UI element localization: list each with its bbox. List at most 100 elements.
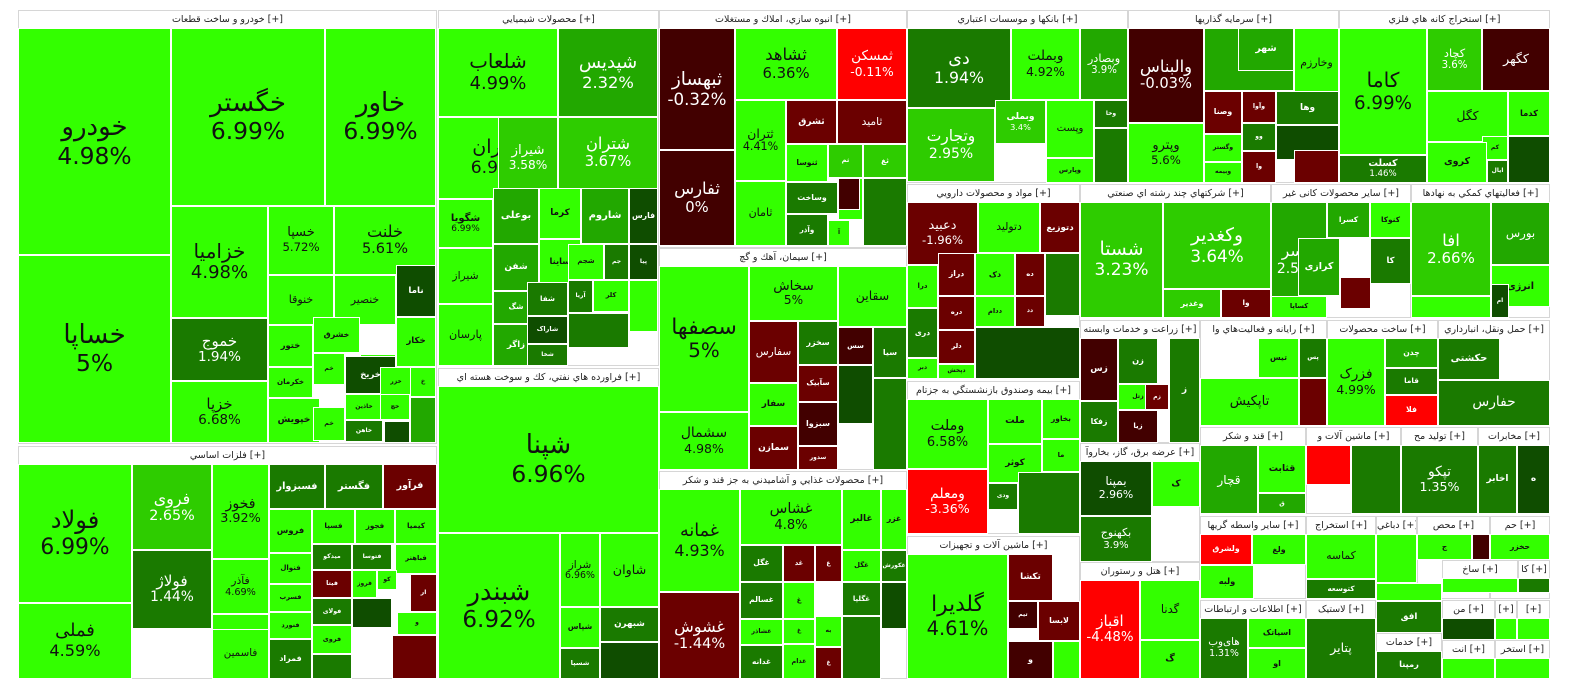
stock-tile[interactable]: خودرو 4.98% bbox=[18, 28, 171, 255]
stock-tile[interactable]: ولبه bbox=[1200, 565, 1254, 599]
stock-tile[interactable]: شبندر 6.92% bbox=[438, 533, 560, 679]
stock-tile[interactable]: والبناس -0.03% bbox=[1128, 28, 1204, 123]
stock-tile[interactable]: خزامیا 4.98% bbox=[171, 206, 268, 318]
stock-tile[interactable]: کتوسعه bbox=[1306, 579, 1376, 599]
stock-tile[interactable]: غمانه 4.93% bbox=[659, 489, 740, 592]
sector-title[interactable]: فلزات اساسي [+] bbox=[19, 447, 436, 464]
stock-tile[interactable] bbox=[1442, 618, 1495, 640]
stock-tile[interactable]: خزر bbox=[380, 367, 412, 397]
stock-tile[interactable]: غشاس 4.8% bbox=[740, 489, 842, 545]
stock-tile[interactable]: غسالم bbox=[740, 582, 783, 619]
stock-tile[interactable]: اقباز -4.48% bbox=[1080, 580, 1140, 679]
stock-tile[interactable]: ثنوسا bbox=[786, 144, 828, 182]
stock-tile[interactable]: فجوز bbox=[355, 509, 395, 544]
sector-title[interactable]: [+] bbox=[1496, 601, 1516, 618]
stock-tile[interactable]: دراز bbox=[938, 253, 975, 296]
stock-tile[interactable]: شلعاب 4.99% bbox=[438, 28, 558, 117]
sector-title[interactable]: فعاليتهاي كمكي به نهادها [+] bbox=[1412, 185, 1549, 202]
stock-tile[interactable]: ثم bbox=[828, 144, 863, 178]
stock-tile[interactable] bbox=[312, 654, 352, 679]
stock-tile[interactable]: ختور bbox=[268, 325, 313, 367]
stock-tile[interactable]: شیراز 3.58% bbox=[498, 117, 558, 199]
stock-tile[interactable]: کلر bbox=[593, 280, 629, 312]
stock-tile[interactable]: شپاس bbox=[560, 607, 600, 648]
stock-tile[interactable]: میدکو bbox=[312, 544, 352, 570]
stock-tile[interactable]: ک bbox=[1152, 461, 1200, 507]
stock-tile[interactable]: خموج 1.94% bbox=[171, 318, 268, 381]
stock-tile[interactable] bbox=[410, 397, 436, 443]
stock-tile[interactable]: ق bbox=[1258, 493, 1306, 514]
stock-tile[interactable]: وبیمه bbox=[1204, 162, 1242, 183]
stock-tile[interactable]: غ bbox=[815, 647, 842, 679]
stock-tile[interactable]: غگل bbox=[842, 550, 881, 582]
stock-tile[interactable]: کساپا bbox=[1271, 296, 1327, 318]
stock-tile[interactable]: خساپا 5% bbox=[18, 255, 171, 443]
stock-tile[interactable]: ج bbox=[1417, 534, 1472, 560]
stock-tile[interactable]: وها bbox=[1276, 91, 1339, 125]
sector-title[interactable]: محصولات غذايي و آشاميدني به جز قند و شكر… bbox=[660, 472, 906, 489]
stock-tile[interactable]: تیم bbox=[1008, 601, 1038, 629]
stock-tile[interactable]: غ bbox=[783, 619, 815, 644]
sector-title[interactable]: من [+] bbox=[1443, 601, 1494, 618]
stock-tile[interactable]: غشاذر bbox=[740, 619, 783, 645]
stock-tile[interactable] bbox=[863, 178, 907, 246]
sector-title[interactable]: عرضه برق، گاز، بخاروآ [+] bbox=[1081, 444, 1199, 461]
stock-tile[interactable] bbox=[1294, 150, 1339, 183]
stock-tile[interactable]: سخزر bbox=[798, 321, 838, 365]
stock-tile[interactable]: بوعلی bbox=[493, 188, 539, 244]
stock-tile[interactable]: زس bbox=[1080, 338, 1118, 401]
sector-title[interactable]: محصولات شيميايي [+] bbox=[439, 11, 658, 28]
stock-tile[interactable]: شخا bbox=[527, 344, 568, 366]
stock-tile[interactable]: غدام bbox=[783, 644, 815, 679]
sector-title[interactable]: انبوه سازي، املاك و مستغلات [+] bbox=[660, 11, 906, 28]
stock-tile[interactable]: خاذین bbox=[345, 394, 383, 420]
stock-tile[interactable]: فولاد 6.99% bbox=[18, 464, 132, 603]
stock-tile[interactable]: سمازن bbox=[749, 426, 798, 470]
stock-tile[interactable]: ثامان bbox=[735, 181, 786, 246]
sector-title[interactable]: مخابرات [+] bbox=[1479, 428, 1549, 445]
stock-tile[interactable]: فروس bbox=[269, 509, 312, 553]
stock-tile[interactable] bbox=[1299, 378, 1327, 426]
stock-tile[interactable]: سشمال 4.98% bbox=[659, 412, 749, 470]
stock-tile[interactable]: و bbox=[397, 612, 437, 635]
stock-tile[interactable] bbox=[352, 598, 392, 628]
stock-tile[interactable]: افق bbox=[1376, 601, 1442, 633]
stock-tile[interactable] bbox=[1053, 641, 1080, 679]
stock-tile[interactable]: ام bbox=[1491, 284, 1509, 318]
stock-tile[interactable]: وپست bbox=[1046, 100, 1094, 158]
stock-tile[interactable]: خنوقا bbox=[268, 275, 334, 325]
stock-tile[interactable]: ثبهساز -0.32% bbox=[659, 28, 735, 150]
stock-tile[interactable]: ما bbox=[1042, 439, 1080, 472]
stock-tile[interactable] bbox=[873, 378, 907, 470]
stock-tile[interactable] bbox=[600, 642, 659, 679]
stock-tile[interactable] bbox=[1045, 253, 1080, 316]
stock-tile[interactable]: شبهرن bbox=[600, 607, 659, 642]
stock-tile[interactable]: تیس bbox=[1258, 338, 1299, 378]
stock-tile[interactable]: وصنا bbox=[1204, 91, 1242, 134]
stock-tile[interactable]: سقاین bbox=[838, 266, 907, 327]
stock-tile[interactable]: قچار bbox=[1200, 445, 1258, 514]
stock-tile[interactable] bbox=[1376, 534, 1417, 583]
sector-title[interactable]: حمل ونقل، انبارداري [+] bbox=[1439, 321, 1549, 338]
stock-tile[interactable]: ده bbox=[1015, 253, 1045, 296]
stock-tile[interactable]: فزرک 4.99% bbox=[1327, 338, 1385, 426]
stock-tile[interactable]: ددام bbox=[975, 296, 1015, 327]
stock-tile[interactable]: وپارس bbox=[1046, 158, 1094, 183]
stock-tile[interactable]: پتایر bbox=[1306, 618, 1376, 679]
stock-tile[interactable] bbox=[1376, 583, 1442, 601]
stock-tile[interactable]: شتران 3.67% bbox=[558, 117, 658, 189]
stock-tile[interactable]: خسپا 5.72% bbox=[268, 206, 334, 275]
stock-tile[interactable]: دری bbox=[907, 308, 938, 358]
stock-tile[interactable]: وپترو 5.6% bbox=[1128, 123, 1204, 183]
stock-tile[interactable]: وو bbox=[1242, 123, 1276, 151]
stock-tile[interactable]: سفار bbox=[749, 383, 798, 426]
stock-tile[interactable]: پس bbox=[1299, 338, 1327, 378]
stock-tile[interactable]: سدور bbox=[798, 446, 838, 470]
stock-tile[interactable] bbox=[1517, 618, 1550, 640]
stock-tile[interactable]: گدنا bbox=[1140, 580, 1200, 640]
stock-tile[interactable]: وا bbox=[1242, 151, 1276, 183]
stock-tile[interactable]: خم bbox=[313, 407, 345, 441]
stock-tile[interactable]: پیا bbox=[629, 244, 658, 280]
stock-tile[interactable]: وغدیر bbox=[1163, 289, 1221, 318]
stock-tile[interactable]: فولای bbox=[312, 598, 352, 625]
